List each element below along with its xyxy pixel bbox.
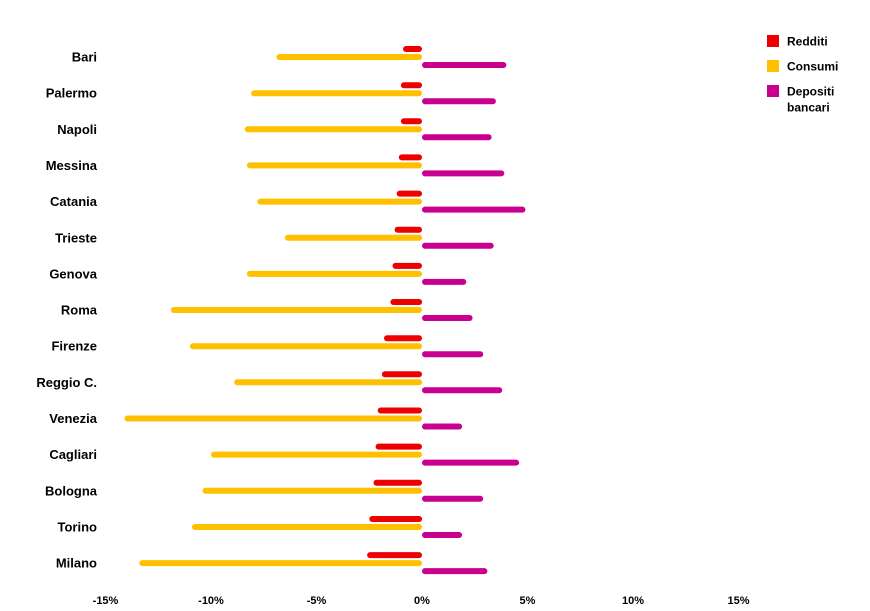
category-label: Reggio C. (36, 375, 97, 390)
category-label: Bologna (45, 483, 98, 498)
bar-consumi-roma (170, 307, 422, 313)
category-label: Venezia (49, 411, 97, 426)
legend-item-depositi: Depositi bancari (767, 85, 834, 115)
x-tick-label: 15% (727, 595, 749, 607)
bar-depositi-napoli (422, 134, 492, 141)
bar-depositi-messina (422, 170, 505, 177)
bar-redditi-palermo (400, 82, 422, 89)
legend-label: Depositi bancari (787, 85, 834, 115)
bar-redditi-catania (396, 190, 422, 197)
bar-redditi-torino (369, 516, 423, 522)
bar-depositi-roma (422, 315, 473, 321)
x-tick-label: -10% (198, 595, 224, 607)
bar-consumi-firenze (189, 343, 422, 350)
bar-depositi-torino (422, 532, 463, 538)
x-tick-label: -15% (93, 595, 119, 607)
bar-consumi-napoli (244, 126, 422, 133)
bar-redditi-cagliari (375, 443, 422, 450)
bar-depositi-cagliari (422, 459, 520, 466)
bar-depositi-reggio-c- (422, 387, 503, 394)
x-tick-label: 0% (414, 595, 430, 607)
category-label: Torino (58, 520, 98, 535)
bar-depositi-firenze (422, 351, 484, 358)
bar-redditi-firenze (384, 335, 422, 342)
category-label: Messina (46, 158, 98, 173)
legend-item-consumi: Consumi (767, 60, 838, 74)
category-label: Bari (72, 50, 97, 65)
legend-label: Redditi (787, 35, 828, 49)
x-tick-label: 10% (622, 595, 644, 607)
bar-consumi-messina (246, 162, 422, 169)
bar-redditi-bari (403, 46, 422, 52)
bar-consumi-venezia (124, 415, 422, 422)
category-labels: Bari Palermo Napoli Messina Catania Trieste Ge… (36, 50, 97, 571)
bar-redditi-milano (367, 552, 422, 559)
bar-redditi-reggio-c- (381, 371, 422, 378)
category-label: Palermo (46, 86, 97, 101)
legend-swatch (767, 35, 779, 47)
category-label: Roma (61, 303, 98, 318)
category-label: Cagliari (49, 447, 97, 462)
category-label: Firenze (51, 339, 97, 354)
bar-depositi-bologna (422, 495, 484, 502)
bar-depositi-palermo (422, 98, 496, 105)
legend: Redditi Consumi Depositi bancari (767, 35, 838, 115)
bar-redditi-bologna (373, 479, 422, 486)
bar-consumi-bologna (202, 487, 422, 494)
x-tick-label: -5% (307, 595, 327, 607)
bar-redditi-messina (398, 154, 422, 161)
bar-consumi-genova (246, 270, 422, 277)
bar-consumi-milano (139, 560, 423, 567)
legend-label: Consumi (787, 60, 838, 74)
bar-consumi-bari (276, 54, 422, 60)
legend-swatch (767, 60, 779, 72)
bars-layer (124, 46, 526, 575)
bar-consumi-torino (192, 524, 422, 530)
bar-depositi-catania (422, 206, 526, 213)
bar-redditi-venezia (377, 407, 422, 414)
bar-consumi-palermo (251, 90, 422, 97)
bar-redditi-napoli (400, 118, 422, 125)
bar-depositi-bari (422, 62, 507, 68)
legend-swatch (767, 85, 779, 97)
category-label: Milano (56, 556, 97, 571)
category-label: Genova (49, 266, 97, 281)
bar-depositi-genova (422, 278, 467, 285)
bar-depositi-milano (422, 568, 488, 575)
bar-redditi-roma (390, 299, 423, 305)
legend-item-redditi: Redditi (767, 35, 828, 49)
x-tick-label: 5% (520, 595, 536, 607)
bar-consumi-trieste (284, 234, 423, 241)
category-label: Napoli (57, 122, 97, 137)
bar-consumi-catania (257, 198, 422, 205)
bar-redditi-genova (392, 262, 422, 269)
bar-depositi-venezia (422, 423, 463, 430)
bar-depositi-trieste (422, 242, 494, 249)
category-label: Catania (50, 194, 98, 209)
bar-consumi-reggio-c- (234, 379, 422, 386)
x-axis-tick-labels: -15% -10% -5% 0% 5% 10% 15% (93, 595, 750, 607)
category-label: Trieste (55, 230, 97, 245)
bar-consumi-cagliari (211, 451, 422, 458)
bar-redditi-trieste (394, 226, 422, 233)
